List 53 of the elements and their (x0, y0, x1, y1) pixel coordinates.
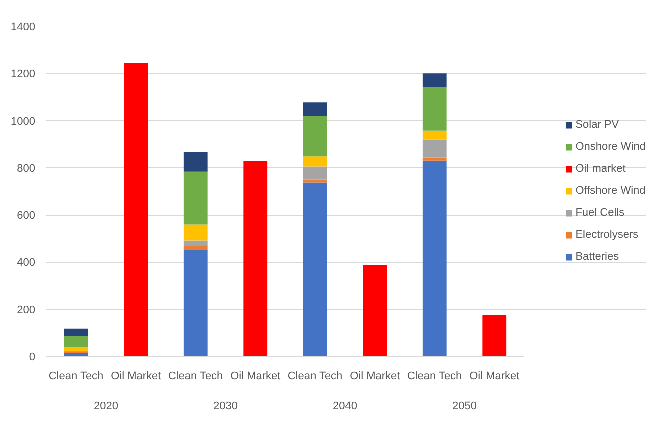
bar (303, 180, 328, 183)
x-tick-label: Clean Tech (288, 370, 343, 382)
bar (64, 348, 88, 352)
x-tick-label: Clean Tech (168, 370, 224, 382)
bar (303, 166, 328, 180)
bar (303, 116, 328, 157)
bar (363, 265, 388, 356)
bar (64, 353, 88, 356)
bar (184, 246, 208, 250)
y-tick-label: 1400 (11, 22, 36, 34)
text: 2020 (94, 400, 118, 412)
x-tick-label: Clean Tech (407, 370, 462, 382)
bar (422, 74, 447, 88)
bar (244, 161, 268, 356)
y-tick-label: 600 (17, 210, 36, 222)
legend-label: Solar PV (576, 119, 620, 131)
y-tick-label: 800 (17, 162, 36, 175)
legend-label: Fuel Cells (576, 207, 625, 219)
y-tick-label: 400 (17, 257, 36, 270)
x-tick-label: Oil Market (230, 370, 281, 382)
bar (303, 156, 328, 167)
bar (64, 336, 88, 348)
bar (303, 182, 328, 356)
y-tick-label: 1000 (11, 116, 36, 128)
text: 2030 (214, 400, 238, 412)
bar (422, 130, 447, 140)
bar (184, 224, 208, 241)
bar (422, 160, 447, 356)
legend-label: Oil market (576, 163, 626, 175)
bar (184, 152, 208, 172)
legend-label: Batteries (576, 251, 620, 263)
bar (64, 328, 88, 336)
bar (184, 250, 208, 356)
bar (422, 140, 447, 158)
bar (482, 315, 507, 356)
legend-label: Offshore Wind (576, 185, 646, 197)
bar (184, 240, 208, 246)
bar (422, 158, 447, 161)
text: 2050 (452, 400, 477, 412)
x-tick-label: Clean Tech (48, 370, 104, 382)
y-tick-label: 200 (17, 304, 36, 316)
x-tick-label: Oil Market (350, 370, 400, 382)
bar (124, 63, 148, 356)
y-tick-label: 0 (29, 352, 36, 364)
text: 2040 (333, 400, 358, 412)
bar (422, 87, 447, 131)
x-tick-label: Oil Market (470, 370, 520, 382)
y-tick-label: 1200 (11, 68, 36, 81)
legend-label: Electrolysers (576, 229, 639, 241)
x-tick-label: Oil Market (111, 370, 162, 382)
bar (303, 102, 328, 116)
bar (184, 172, 208, 225)
legend-label: Onshore Wind (576, 141, 646, 153)
